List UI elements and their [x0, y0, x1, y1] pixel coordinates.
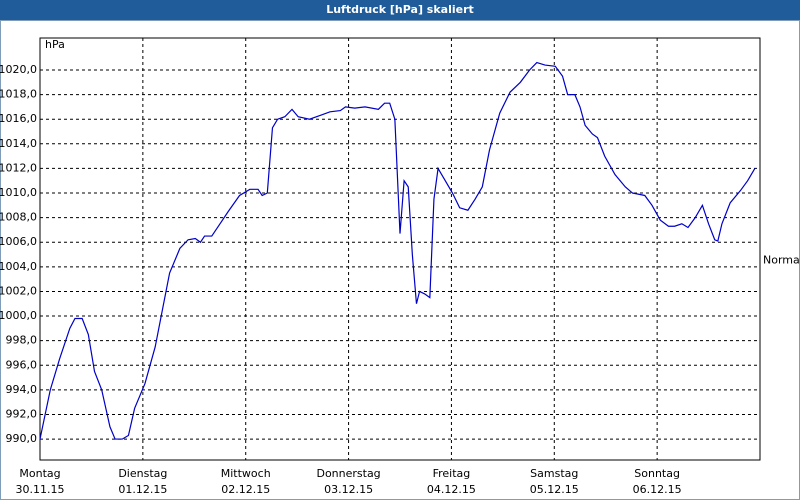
y-tick-label: 998,0 [6, 334, 38, 347]
y-tick-label: 1004,0 [0, 260, 37, 273]
y-tick-label: 1000,0 [0, 309, 37, 322]
y-tick-label: 1006,0 [0, 235, 37, 248]
y-tick-label: 1008,0 [0, 211, 37, 224]
x-tick-date: 30.11.15 [16, 483, 65, 496]
x-tick-label: Sonntag [634, 467, 680, 480]
plot-frame [39, 37, 761, 461]
x-tick-date: 01.12.15 [118, 483, 167, 496]
y-tick-label: 1018,0 [0, 88, 37, 101]
chart-title: Luftdruck [hPa] skaliert [326, 3, 474, 16]
y-tick-label: 1020,0 [0, 63, 37, 76]
x-tick-label: Freitag [433, 467, 471, 480]
pressure-line [39, 61, 756, 440]
x-tick-label: Mittwoch [221, 467, 271, 480]
y-tick-label: 1014,0 [0, 137, 37, 150]
frame [0, 20, 800, 500]
y-tick-label: 996,0 [6, 358, 38, 371]
y-unit: hPa [45, 38, 65, 51]
x-tick-label: Montag [19, 467, 60, 480]
x-tick-label: Donnerstag [316, 467, 380, 480]
x-tick-date: 03.12.15 [324, 483, 373, 496]
y-tick-label: 992,0 [6, 407, 38, 420]
y-tick-label: 990,0 [6, 432, 38, 445]
x-tick-date: 04.12.15 [427, 483, 476, 496]
y-tick-label: 1016,0 [0, 112, 37, 125]
y-tick-label: 1002,0 [0, 284, 37, 297]
y-tick-label: 1010,0 [0, 186, 37, 199]
x-tick-date: 02.12.15 [221, 483, 270, 496]
title-bar [0, 0, 800, 20]
normal-label: Normal [763, 254, 800, 267]
y-tick-label: 994,0 [6, 383, 38, 396]
x-tick-label: Samstag [530, 467, 578, 480]
y-tick-label: 1012,0 [0, 161, 37, 174]
x-tick-label: Dienstag [118, 467, 167, 480]
x-tick-date: 06.12.15 [633, 483, 682, 496]
x-tick-date: 05.12.15 [530, 483, 579, 496]
